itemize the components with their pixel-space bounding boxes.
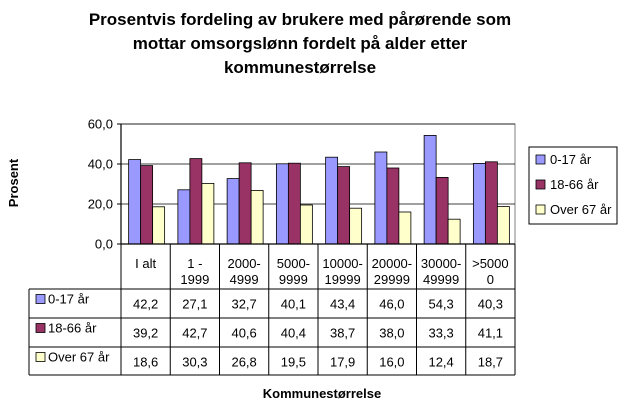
bar: [140, 165, 154, 245]
category-label: 4999: [230, 272, 259, 287]
table-cell-value: 18,6: [133, 355, 158, 370]
table-cell-value: 12,4: [428, 355, 453, 370]
y-tick-label: 20,0: [88, 197, 113, 212]
table-cell-value: 16,0: [379, 355, 404, 370]
chart-title-line-1: Prosentvis fordeling av brukere med pårø…: [88, 10, 512, 29]
table-series-name: 18-66 år: [48, 321, 97, 336]
legend-swatch: [535, 179, 546, 190]
table-cell-value: 41,1: [478, 326, 503, 341]
category-label: 5000-: [277, 256, 310, 271]
bar: [398, 211, 412, 245]
category-label: 0: [487, 272, 494, 287]
table-cell-value: 40,3: [478, 297, 503, 312]
bar: [447, 218, 461, 245]
x-axis-title: Kommunestørrelse: [263, 386, 381, 401]
bar: [152, 206, 166, 245]
legend-label: 18-66 år: [550, 177, 599, 192]
bar: [128, 159, 142, 245]
legend-label: 0-17 år: [550, 152, 592, 167]
bars: [128, 134, 510, 245]
bar: [349, 207, 363, 245]
bar: [177, 189, 191, 245]
table-cell-value: 42,2: [133, 297, 158, 312]
bar: [299, 204, 313, 245]
bar: [238, 162, 252, 245]
table-cell-value: 38,7: [330, 326, 355, 341]
table-cell-value: 18,7: [478, 355, 503, 370]
bar: [226, 178, 240, 245]
table-cell-value: 46,0: [379, 297, 404, 312]
table-cell-value: 42,7: [182, 326, 207, 341]
bar: [287, 162, 301, 245]
y-axis-title: Prosent: [6, 158, 21, 207]
table-legend-swatch: [35, 294, 46, 304]
bar: [484, 161, 498, 245]
category-label: 1 -: [187, 256, 202, 271]
table-cell-value: 33,3: [428, 326, 453, 341]
table-legend-swatch: [35, 323, 46, 333]
bar: [435, 176, 449, 245]
table-series-name: 0-17 år: [48, 292, 90, 307]
category-label: 1999: [180, 272, 209, 287]
bar: [250, 189, 264, 245]
bar: [337, 166, 351, 245]
y-tick-label: 0,0: [95, 237, 113, 252]
category-label: I alt: [135, 256, 156, 271]
table-cell-value: 40,1: [281, 297, 306, 312]
bar: [189, 158, 203, 245]
bar: [386, 167, 400, 245]
table-cell-value: 54,3: [428, 297, 453, 312]
chart-title-line-2: mottar omsorgslønn fordelt på alder ette…: [132, 34, 468, 53]
table-cell-value: 43,4: [330, 297, 355, 312]
bar: [374, 151, 388, 245]
table-cell-value: 39,2: [133, 326, 158, 341]
bar: [496, 206, 510, 245]
table-cell-value: 38,0: [379, 326, 404, 341]
table-cell-value: 32,7: [231, 297, 256, 312]
category-label: 30000-: [421, 256, 461, 271]
legend-label: Over 67 år: [550, 202, 612, 217]
bar: [472, 162, 486, 245]
chart-title: Prosentvis fordeling av brukere med pårø…: [40, 8, 560, 80]
category-label: 20000-: [372, 256, 412, 271]
bar: [201, 182, 215, 245]
table-cell-value: 40,4: [281, 326, 306, 341]
chart-title-line-3: kommunestørrelse: [223, 58, 377, 77]
data-table: I alt 1 -1999 2000-4999 5000-9999 10000-1999…: [28, 244, 516, 376]
table-cell-value: 40,6: [231, 326, 256, 341]
legend-swatch: [535, 204, 546, 215]
table-series-name: Over 67 år: [48, 350, 110, 365]
y-tick-label: 40,0: [88, 157, 113, 172]
table-legend-swatch: [35, 352, 46, 362]
bar: [423, 134, 437, 245]
legend-swatch: [535, 154, 546, 165]
table-cell-value: 26,8: [231, 355, 256, 370]
category-label: 19999: [325, 272, 361, 287]
bar: [325, 156, 339, 245]
table-cell-value: 19,5: [281, 355, 306, 370]
table-cell-value: 30,3: [182, 355, 207, 370]
y-tick-label: 60,0: [88, 117, 113, 132]
category-label: 29999: [374, 272, 410, 287]
table-cell-value: 17,9: [330, 355, 355, 370]
table-cell-value: 27,1: [182, 297, 207, 312]
legend: 0-17 år 18-66 år Over 67 år: [528, 146, 618, 225]
bar: [275, 163, 289, 245]
category-label: 10000-: [322, 256, 362, 271]
category-label: 49999: [423, 272, 459, 287]
category-label: >5000: [472, 256, 509, 271]
category-label: 9999: [279, 272, 308, 287]
category-label: 2000-: [228, 256, 261, 271]
